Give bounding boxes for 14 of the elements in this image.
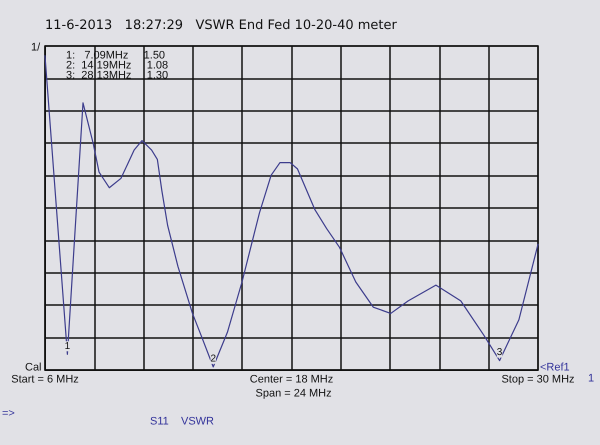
text: Span = 24 MHz — [256, 388, 332, 400]
annotation: 3 — [496, 347, 503, 358]
annotation: 1 — [64, 340, 71, 352]
x-tick-label: Start = 6 MHz — [11, 374, 79, 386]
text: 1/ — [31, 42, 42, 54]
text: => — [2, 408, 15, 420]
annotation: 2 — [210, 353, 216, 364]
x-tick-label: Stop = 30 MHz — [501, 374, 575, 386]
text: 1 — [588, 372, 594, 384]
x-tick-label: Center = 18 MHz — [250, 374, 334, 386]
text: <Ref1 — [540, 362, 570, 374]
text: S11 VSWR — [150, 416, 214, 428]
chart-title: 11-6-2013 18:27:29 VSWR End Fed 10-20-40 meter — [45, 18, 398, 33]
text: Cal — [25, 362, 42, 374]
